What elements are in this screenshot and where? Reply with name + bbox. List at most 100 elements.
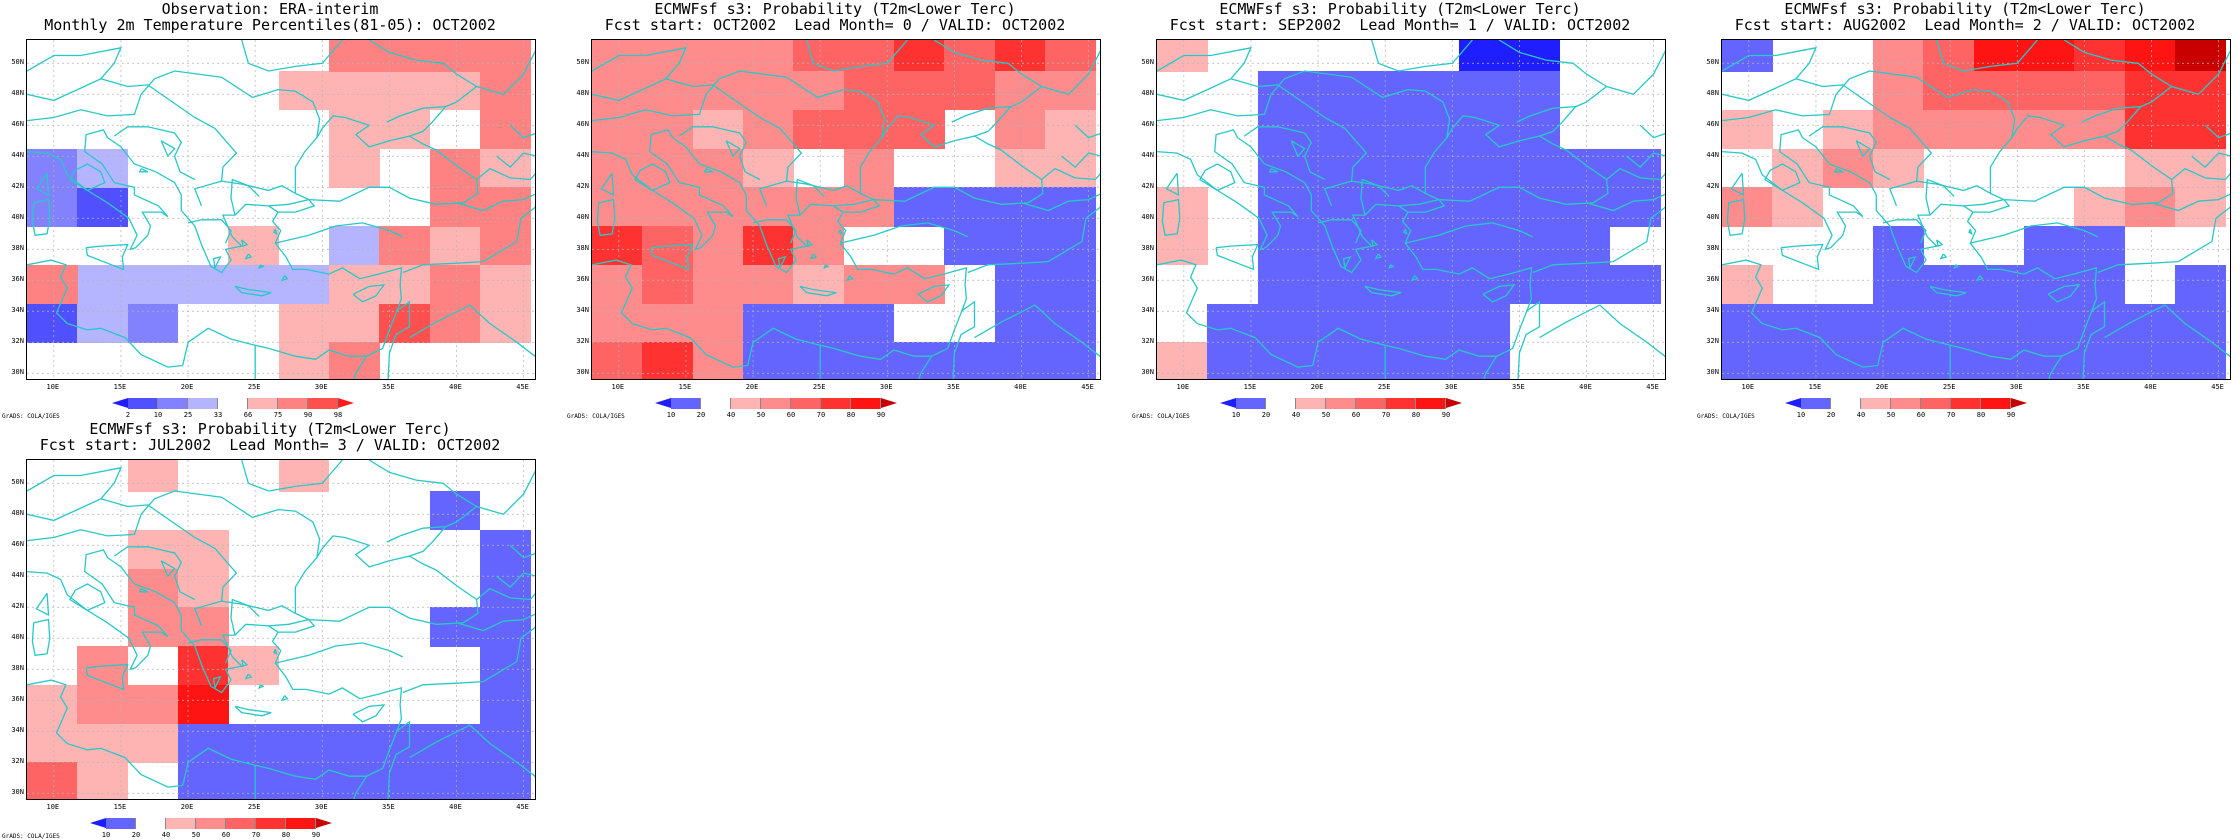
latitude-tick-label: 36N bbox=[576, 275, 589, 284]
latitude-tick-label: 30N bbox=[11, 368, 24, 377]
coastline bbox=[1199, 163, 1236, 191]
latitude-tick-label: 46N bbox=[1141, 120, 1154, 129]
colorbar-segment bbox=[226, 818, 256, 829]
longitude-tick-label: 40E bbox=[449, 383, 462, 391]
colorbar-high-arrow bbox=[1446, 398, 1462, 408]
coastline bbox=[234, 705, 272, 717]
colorbar-segment bbox=[1386, 398, 1416, 409]
colorbar-segment bbox=[1891, 398, 1921, 409]
latitude-tick-label: 44N bbox=[576, 151, 589, 160]
shaded-grid-cell bbox=[278, 762, 330, 799]
coastline bbox=[368, 40, 477, 88]
map-plot-area bbox=[26, 459, 536, 800]
colorbar bbox=[90, 818, 332, 829]
longitude-tick-label: 45E bbox=[516, 803, 529, 811]
shaded-grid-cell bbox=[1458, 71, 1510, 111]
shaded-grid-cell bbox=[843, 40, 895, 72]
coastline bbox=[917, 284, 951, 303]
longitude-tick-label: 20E bbox=[180, 383, 194, 391]
coastline bbox=[1907, 256, 1917, 269]
shaded-grid-cell bbox=[429, 264, 481, 304]
coastline bbox=[275, 222, 404, 244]
colorbar-segment bbox=[158, 398, 188, 409]
latitude-tick-label: 32N bbox=[1706, 337, 1719, 346]
coastline bbox=[952, 300, 976, 379]
latitude-tick-label: 44N bbox=[1141, 151, 1154, 160]
shaded-grid-cell bbox=[1509, 71, 1561, 111]
shaded-grid-cell bbox=[1408, 264, 1460, 304]
shaded-grid-cell bbox=[1044, 71, 1096, 111]
coastline bbox=[1351, 180, 1426, 194]
coastline bbox=[386, 525, 448, 557]
panel-subtitle: Fcst start: SEP2002 Lead Month= 1 / VALI… bbox=[1169, 16, 1631, 34]
coastline bbox=[113, 126, 196, 181]
latitude-tick-label: 48N bbox=[1706, 89, 1719, 98]
latitude-tick-label: 30N bbox=[1706, 368, 1719, 377]
coastline bbox=[1539, 304, 1665, 358]
colorbar-tick-label: 60 bbox=[1916, 411, 1926, 419]
colorbar-tick-label: 40 bbox=[726, 411, 736, 419]
shaded-grid-cell bbox=[328, 148, 380, 188]
shaded-grid-cell bbox=[1973, 40, 2025, 72]
shaded-grid-cell bbox=[692, 40, 744, 72]
grads-credit: GrADS: COLA/IGES bbox=[567, 413, 625, 420]
longitude-tick-label: 30E bbox=[314, 803, 328, 811]
shaded-grid-cell bbox=[1044, 342, 1096, 379]
coastline bbox=[1165, 172, 1180, 197]
shaded-grid-cell bbox=[592, 109, 643, 149]
shaded-grid-cell bbox=[379, 71, 431, 111]
colorbar-tick-label: 80 bbox=[1976, 411, 1986, 419]
longitude-tick-label: 40E bbox=[2144, 383, 2157, 391]
latitude-tick-label: 46N bbox=[1706, 120, 1719, 129]
shaded-grid-cell bbox=[27, 303, 78, 343]
shaded-grid-cell bbox=[479, 762, 531, 799]
panel-title: ECMWFsf s3: Probability (T2m<Lower Terc) bbox=[89, 420, 451, 438]
latitude-tick-label: 34N bbox=[11, 306, 24, 315]
shaded-grid-cell bbox=[479, 303, 531, 343]
shaded-grid-cell bbox=[1157, 187, 1208, 227]
shaded-grid-cell bbox=[1157, 226, 1208, 266]
map-panel: ECMWFsf s3: Probability (T2m<Lower Terc)… bbox=[0, 420, 540, 840]
shaded-grid-cell bbox=[1257, 187, 1309, 227]
latitude-tick-label: 38N bbox=[11, 244, 24, 253]
coastline bbox=[273, 648, 278, 656]
shaded-grid-cell bbox=[379, 40, 431, 72]
shaded-grid-cell bbox=[429, 226, 481, 266]
colorbar-tick-label: 10 bbox=[101, 831, 111, 839]
colorbar-segment bbox=[1236, 398, 1266, 409]
shaded-grid-cell bbox=[1822, 109, 1874, 149]
shaded-grid-cell bbox=[2124, 342, 2176, 379]
colorbar-segment bbox=[1921, 398, 1951, 409]
shaded-grid-cell bbox=[328, 226, 380, 266]
colorbar-segment bbox=[761, 398, 791, 409]
shaded-grid-cell bbox=[77, 187, 129, 227]
colorbar-tick-label: 70 bbox=[251, 831, 261, 839]
colorbar-tick-label: 40 bbox=[161, 831, 171, 839]
coastline bbox=[268, 198, 316, 213]
latitude-tick-label: 32N bbox=[576, 337, 589, 346]
coastline bbox=[2104, 304, 2230, 358]
longitude-tick-label: 15E bbox=[113, 803, 127, 811]
shaded-grid-cell bbox=[692, 187, 744, 227]
latitude-tick-label: 48N bbox=[11, 89, 24, 98]
shaded-grid-cell bbox=[2124, 303, 2176, 343]
coastline bbox=[806, 239, 814, 247]
shaded-grid-cell bbox=[429, 148, 481, 188]
coastline bbox=[2204, 124, 2230, 139]
shaded-grid-cell bbox=[2023, 226, 2075, 266]
colorbar-segment bbox=[701, 398, 731, 409]
coastline bbox=[1882, 219, 1927, 244]
shaded-grid-cell bbox=[1872, 40, 1924, 72]
shaded-grid-cell bbox=[1207, 342, 1259, 379]
coastline bbox=[823, 264, 830, 270]
longitude-tick-label: 20E bbox=[1310, 383, 1324, 391]
coastline bbox=[280, 275, 289, 282]
latitude-tick-label: 30N bbox=[1141, 368, 1154, 377]
coastline bbox=[1855, 140, 1871, 158]
coastline bbox=[476, 167, 535, 181]
latitude-tick-label: 30N bbox=[11, 788, 24, 797]
shaded-grid-cell bbox=[1408, 303, 1460, 343]
map-plot-area bbox=[26, 39, 536, 380]
longitude-tick-label: 25E bbox=[1942, 383, 1956, 391]
longitude-tick-label: 30E bbox=[1444, 383, 1458, 391]
